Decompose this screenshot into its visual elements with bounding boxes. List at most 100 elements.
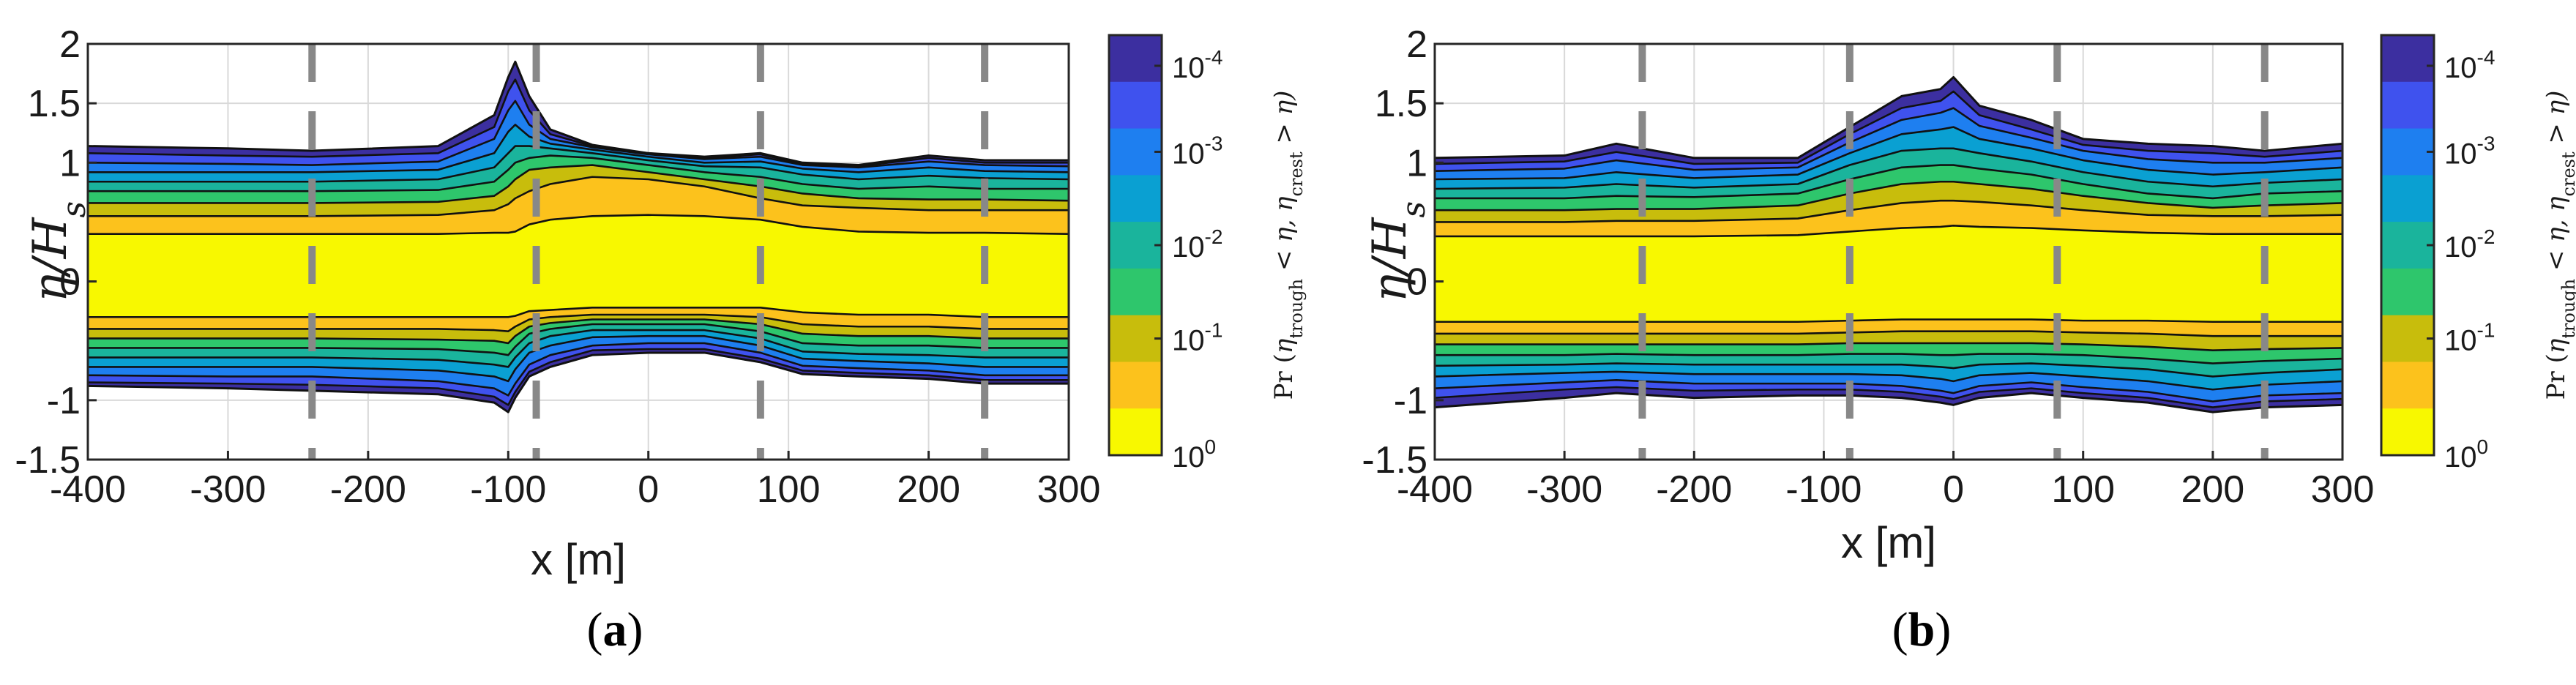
contour-bands	[1435, 77, 2342, 413]
contour-line	[87, 348, 1069, 406]
colorbar-tick-label: 10-3	[2444, 132, 2495, 170]
contour-line	[1434, 126, 2343, 181]
colorbar-title: Pr (ηtrough < η, ηcrest > η)	[2542, 91, 2576, 400]
contour-line	[1435, 224, 2342, 238]
dashed-lines	[308, 44, 989, 460]
contour-lines	[1434, 75, 2343, 413]
contour-line	[88, 154, 1069, 192]
colorbar-tick-label: 10-2	[2444, 225, 2495, 263]
colorbar-tick-label: 10-1	[2444, 319, 2495, 357]
x-tick-label: 300	[1037, 468, 1101, 511]
colorbar-segment	[1109, 222, 1162, 269]
contour-line	[87, 351, 1069, 413]
colorbar-segment	[2381, 362, 2434, 409]
colorbar-segment	[2381, 81, 2434, 130]
colorbar-tick-label: 100	[2444, 435, 2488, 473]
contour-line	[87, 100, 1069, 169]
contour-line	[1434, 147, 2343, 190]
colorbar-segment	[2381, 35, 2434, 83]
y-tick-label: 1	[1406, 142, 1427, 184]
plot-frame	[86, 42, 1070, 461]
x-tick-label: 300	[2311, 468, 2375, 511]
colorbar-segment	[1109, 362, 1162, 409]
contour-line	[87, 342, 1069, 397]
contour-line	[1434, 392, 2343, 413]
contour-line	[88, 124, 1069, 173]
y-axis-sub: s	[56, 201, 93, 218]
x-tick-label: -100	[470, 468, 546, 511]
contour-line	[1434, 362, 2343, 378]
colorbar-segment	[1109, 175, 1162, 222]
plot-frame	[1433, 42, 2344, 461]
colorbar-tick-label: 10-3	[1172, 132, 1222, 170]
y-tick-label: 2	[59, 23, 81, 66]
contour-lines	[87, 60, 1069, 413]
y-tick-label: 0	[59, 261, 81, 304]
contour-line	[88, 318, 1069, 345]
x-tick-label: 0	[1943, 468, 1964, 511]
x-ticks: -400 -300 -200 -100 0 100 200 300	[1397, 451, 2374, 511]
x-tick-label: 100	[2051, 468, 2115, 511]
y-tick-label: -1.5	[1362, 439, 1427, 482]
contour-line	[1434, 90, 2343, 165]
contour-line	[88, 313, 1069, 333]
colorbar-title: Pr (ηtrough < η, ηcrest > η)	[1269, 91, 1307, 400]
contour-line	[1434, 386, 2343, 408]
colorbar-segment	[1109, 81, 1162, 130]
x-tick-label: -200	[1656, 468, 1732, 511]
y-axis-eta: η/H	[1363, 217, 1417, 302]
x-tick-label: 0	[638, 468, 659, 511]
contour-line	[1435, 318, 2342, 323]
contour-line	[1434, 107, 2343, 172]
colorbar-segment	[2381, 128, 2434, 176]
contour-line	[1435, 330, 2342, 337]
x-axis-label: x [m]	[1841, 518, 1936, 567]
contour-line	[88, 145, 1069, 183]
colorbar-segment	[2381, 268, 2434, 316]
x-tick-label: -200	[330, 468, 406, 511]
x-tick-label: -300	[190, 468, 266, 511]
contour-line	[88, 329, 1069, 368]
colorbar-tick-label: 10-2	[1172, 225, 1222, 263]
panel-label-b: (b)	[1892, 603, 1952, 656]
x-ticks: -400 -300 -200 -100 0 100 200 300	[50, 451, 1100, 511]
colorbar-tick-label: 10-4	[2444, 46, 2495, 84]
y-axis-label: η/Hs	[23, 201, 93, 302]
x-tick-label: -400	[50, 468, 126, 511]
contour-line	[1435, 180, 2343, 212]
colorbar-tick-label: 100	[1172, 435, 1216, 473]
x-tick-label: 200	[2181, 468, 2244, 511]
colorbar-tick-label: 10-4	[1172, 46, 1222, 84]
y-tick-label: -1	[1394, 380, 1427, 422]
x-tick-label: -400	[1397, 468, 1473, 511]
contour-bands	[88, 61, 1069, 413]
panel-b: -400 -300 -200 -100 0 100 200 300 -1.5-1011.52 …	[1362, 23, 2576, 656]
y-ticks: -1.5 -1 0 1 1.5 2	[1362, 23, 1444, 482]
y-tick-label: 0	[1406, 261, 1427, 304]
y-axis-sub: s	[1395, 201, 1433, 218]
y-tick-label: 2	[1406, 23, 1427, 66]
contour-line	[88, 334, 1069, 383]
contour-line	[87, 78, 1069, 168]
y-ticks: -1.5 -1 0 1 1.5 2	[15, 23, 97, 482]
colorbar-segment	[1109, 315, 1162, 362]
contour-line	[88, 176, 1069, 217]
dashed-lines	[1638, 44, 2269, 460]
y-tick-label: 1.5	[1375, 83, 1427, 125]
contour-line	[1434, 378, 2343, 403]
colorbar-segment	[2381, 315, 2434, 362]
x-axis-label: x [m]	[531, 535, 626, 584]
y-tick-label: 1.5	[28, 83, 81, 125]
x-tick-label: 200	[897, 468, 960, 511]
contour-band	[88, 214, 1069, 318]
x-tick-label: -300	[1526, 468, 1602, 511]
panel-a: -400 -300 -200 -100 0 100 200 300 -1.5-1011.52 …	[15, 23, 1307, 656]
contour-line	[1435, 353, 2343, 364]
contour-line	[87, 60, 1069, 167]
y-axis-eta: η/H	[23, 217, 78, 302]
colorbar-segment	[2381, 408, 2434, 456]
colorbar-tick-label: 10-1	[1172, 319, 1222, 357]
contour-band	[1435, 225, 2342, 322]
colorbar-segment	[1109, 408, 1162, 456]
